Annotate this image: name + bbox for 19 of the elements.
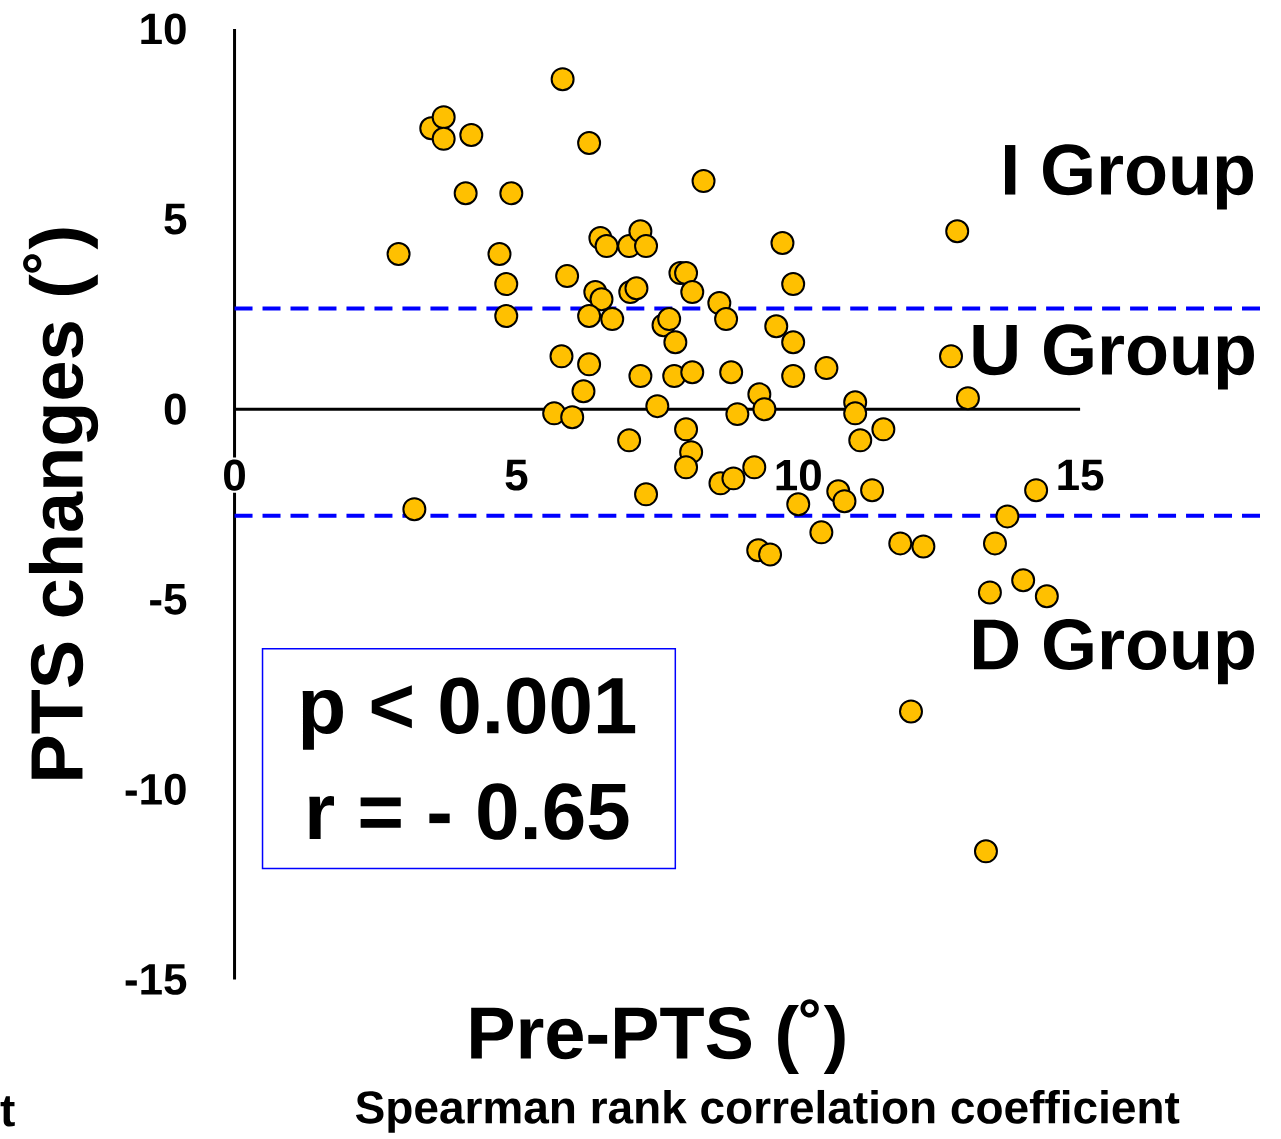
y-tick-label: 10: [141, 13, 186, 45]
y-tick-label: -10: [125, 773, 186, 805]
y-tick-label: -5: [150, 583, 187, 615]
x-tick-label: 10: [776, 459, 821, 491]
x-tick-label: 0: [224, 459, 245, 491]
x-tick-label: 15: [1058, 459, 1104, 491]
y-axis-title: PTS changes (˚): [23, 228, 99, 779]
x-axis-title: Pre-PTS (˚): [471, 998, 845, 1074]
y-tick-label: 5: [164, 203, 187, 235]
y-tick-label: -15: [125, 963, 187, 995]
annotation: I Group: [1004, 144, 1254, 210]
annotation: p < 0.001: [302, 677, 636, 750]
annotation: D Group: [974, 618, 1254, 685]
text: Spearman rank correlation coefficient: [355, 1089, 1180, 1133]
annotation: r = - 0.65: [309, 783, 629, 840]
text: t: [0, 1096, 15, 1127]
y-tick-label: 0: [164, 393, 186, 425]
x-tick-label: 5: [505, 459, 528, 491]
annotation: U Group: [973, 324, 1254, 390]
